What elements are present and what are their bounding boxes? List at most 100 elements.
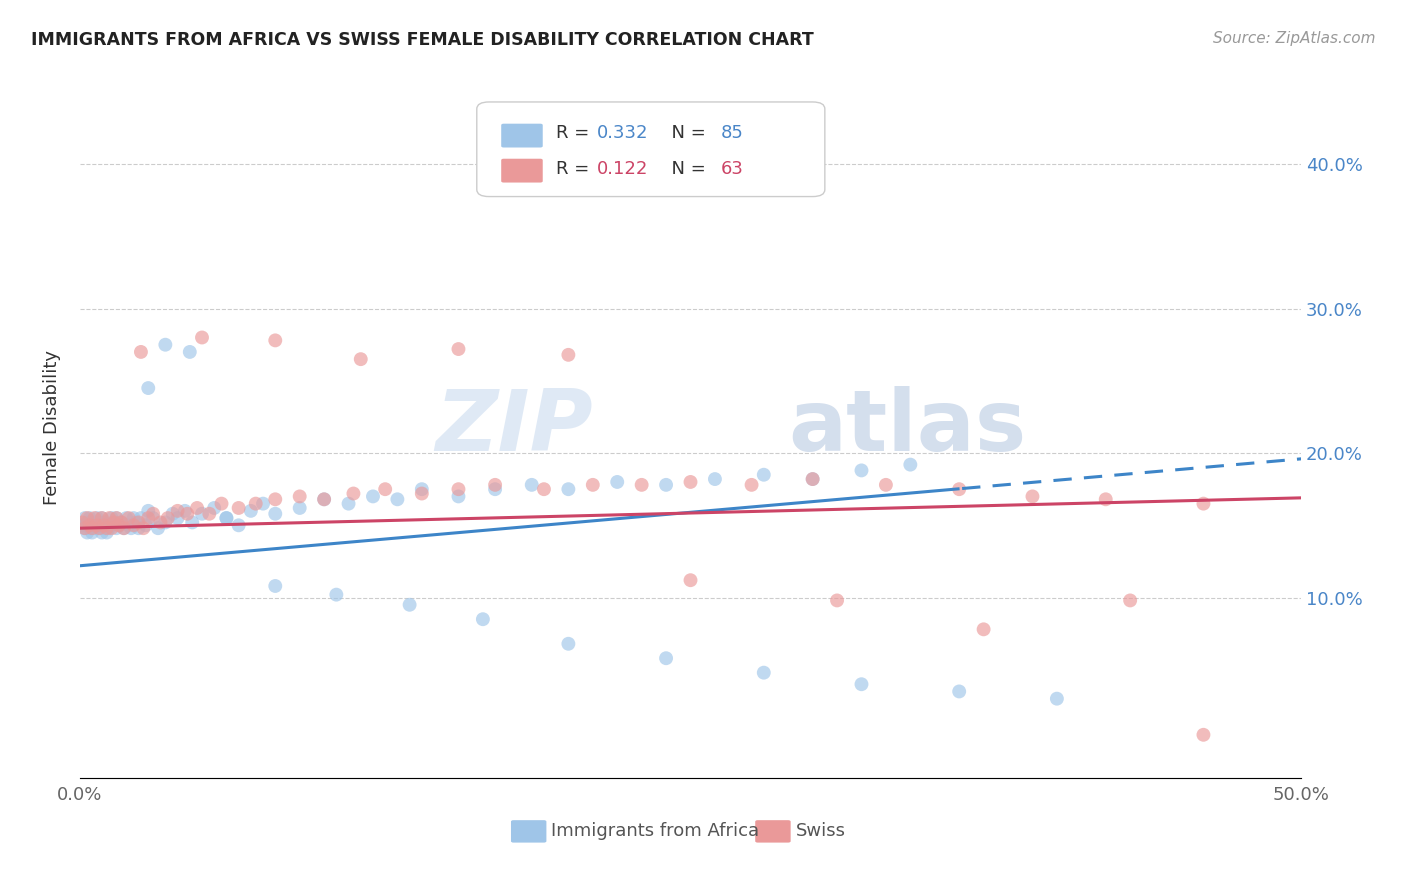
- Point: [100, 521, 122, 535]
- Text: N =: N =: [659, 160, 711, 178]
- Text: Source: ZipAtlas.com: Source: ZipAtlas.com: [1212, 31, 1375, 46]
- Point: [105, 511, 128, 525]
- Point: [181, 516, 204, 530]
- Point: [484, 482, 506, 496]
- Point: [741, 478, 763, 492]
- Point: [98, 511, 121, 525]
- Text: IMMIGRANTS FROM AFRICA VS SWISS FEMALE DISABILITY CORRELATION CHART: IMMIGRANTS FROM AFRICA VS SWISS FEMALE D…: [31, 31, 814, 49]
- Point: [162, 507, 184, 521]
- Point: [1192, 728, 1215, 742]
- Point: [110, 516, 132, 530]
- Point: [108, 518, 131, 533]
- Point: [825, 593, 848, 607]
- Point: [337, 497, 360, 511]
- Point: [80, 518, 103, 533]
- Point: [115, 511, 138, 525]
- Point: [83, 511, 105, 525]
- Point: [132, 521, 155, 535]
- Point: [118, 511, 141, 525]
- Point: [679, 573, 702, 587]
- Point: [387, 492, 409, 507]
- Point: [89, 521, 111, 535]
- Point: [288, 490, 311, 504]
- Point: [851, 677, 873, 691]
- Point: [79, 521, 101, 535]
- Point: [264, 334, 287, 348]
- Point: [149, 516, 172, 530]
- Point: [86, 511, 108, 525]
- Text: atlas: atlas: [789, 386, 1026, 469]
- Point: [1046, 691, 1069, 706]
- Point: [948, 482, 970, 496]
- Point: [105, 521, 128, 535]
- Point: [96, 518, 118, 533]
- Point: [350, 352, 373, 367]
- Point: [679, 475, 702, 489]
- Point: [875, 478, 897, 492]
- Point: [801, 472, 824, 486]
- Point: [361, 490, 384, 504]
- Point: [557, 348, 579, 362]
- Point: [166, 504, 188, 518]
- Point: [100, 518, 122, 533]
- Point: [96, 525, 118, 540]
- Point: [398, 598, 420, 612]
- Point: [411, 482, 433, 496]
- Point: [103, 516, 125, 530]
- Point: [79, 518, 101, 533]
- Point: [533, 482, 555, 496]
- Point: [76, 525, 98, 540]
- Point: [79, 511, 101, 525]
- Point: [314, 492, 336, 507]
- Point: [136, 381, 159, 395]
- Point: [655, 478, 678, 492]
- Point: [186, 500, 208, 515]
- Point: [752, 174, 775, 188]
- Point: [606, 475, 628, 489]
- Point: [93, 521, 115, 535]
- Point: [129, 511, 152, 525]
- Point: [211, 497, 233, 511]
- Text: Immigrants from Africa: Immigrants from Africa: [551, 822, 759, 840]
- Point: [239, 504, 262, 518]
- Point: [557, 482, 579, 496]
- Point: [129, 345, 152, 359]
- Text: ZIP: ZIP: [436, 386, 593, 469]
- Point: [142, 511, 165, 525]
- Point: [288, 500, 311, 515]
- Point: [90, 511, 112, 525]
- Point: [484, 478, 506, 492]
- Point: [135, 518, 157, 533]
- Point: [630, 478, 652, 492]
- FancyBboxPatch shape: [755, 820, 790, 843]
- Text: 0.122: 0.122: [596, 160, 648, 178]
- Point: [80, 521, 103, 535]
- Point: [105, 511, 128, 525]
- Point: [112, 521, 135, 535]
- Point: [1021, 490, 1043, 504]
- FancyBboxPatch shape: [501, 124, 543, 147]
- Point: [110, 516, 132, 530]
- Point: [128, 516, 150, 530]
- Point: [125, 516, 148, 530]
- Point: [155, 516, 177, 530]
- Point: [103, 516, 125, 530]
- Point: [122, 511, 145, 525]
- Point: [264, 492, 287, 507]
- Point: [752, 665, 775, 680]
- Text: 85: 85: [721, 125, 744, 143]
- Point: [314, 492, 336, 507]
- Point: [146, 521, 169, 535]
- FancyBboxPatch shape: [477, 102, 825, 196]
- Point: [93, 518, 115, 533]
- Point: [264, 507, 287, 521]
- Point: [179, 345, 201, 359]
- Text: 0.332: 0.332: [596, 125, 648, 143]
- Point: [582, 478, 605, 492]
- Point: [72, 518, 94, 533]
- Point: [342, 486, 364, 500]
- Text: R =: R =: [557, 160, 595, 178]
- Point: [86, 518, 108, 533]
- FancyBboxPatch shape: [510, 820, 547, 843]
- Point: [108, 518, 131, 533]
